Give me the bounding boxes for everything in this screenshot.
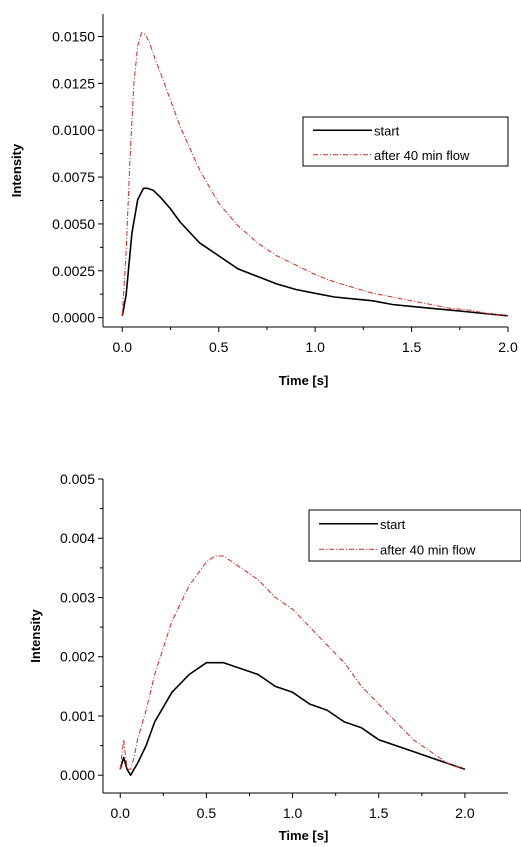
series-line-start <box>121 187 509 317</box>
y-tick-label: 0.001 <box>60 708 95 724</box>
x-tick-label: 1.0 <box>305 339 325 355</box>
y-tick-label: 0.0150 <box>52 28 95 44</box>
x-tick-label: 0.5 <box>197 805 217 821</box>
legend-label: start <box>374 123 400 138</box>
x-axis-title: Time [s] <box>279 828 329 843</box>
y-tick-label: 0.0125 <box>52 75 95 91</box>
legend-label: after 40 min flow <box>374 148 470 163</box>
y-tick-label: 0.0075 <box>52 169 95 185</box>
x-tick-label: 0.5 <box>209 339 229 355</box>
y-tick-label: 0.004 <box>60 530 95 546</box>
series-line-after-flow <box>121 32 509 317</box>
x-tick-label: 0.0 <box>113 339 133 355</box>
chart-1: 0.00000.00250.00500.00750.01000.01250.01… <box>9 14 518 388</box>
series-line-after-flow <box>119 555 466 770</box>
x-axis-title: Time [s] <box>279 373 329 388</box>
y-tick-label: 0.005 <box>60 471 95 487</box>
y-tick-label: 0.0100 <box>52 122 95 138</box>
y-tick-label: 0.0050 <box>52 216 95 232</box>
legend: start after 40 min flow <box>302 116 509 167</box>
y-tick-label: 0.0000 <box>52 310 95 326</box>
legend-box <box>302 116 509 167</box>
x-tick-label: 2.0 <box>498 339 518 355</box>
legend-label: after 40 min flow <box>380 542 476 557</box>
x-tick-label: 2.0 <box>455 805 475 821</box>
y-tick-label: 0.000 <box>60 767 95 783</box>
chart-2: 0.000 0.001 0.002 0.003 0.004 0.005 0.0 0.5 1.0 1… <box>28 471 521 843</box>
series-line-start <box>119 661 466 776</box>
x-tick-label: 1.0 <box>283 805 303 821</box>
y-tick-label: 0.0025 <box>52 263 95 279</box>
legend-box <box>308 509 521 562</box>
legend: start after 40 min flow <box>308 509 521 562</box>
x-tick-label: 0.0 <box>110 805 130 821</box>
legend-label: start <box>380 517 406 532</box>
x-tick-label: 1.5 <box>369 805 389 821</box>
x-tick-label: 1.5 <box>402 339 422 355</box>
y-tick-label: 0.002 <box>60 649 95 665</box>
y-tick-label: 0.003 <box>60 589 95 605</box>
y-axis-title: Intensity <box>28 609 43 663</box>
y-axis-title: Intensity <box>9 143 24 197</box>
